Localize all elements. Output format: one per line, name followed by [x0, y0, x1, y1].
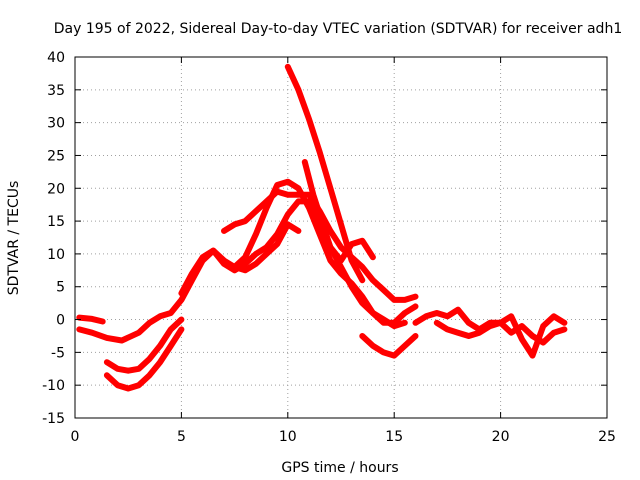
y-tick-label: 40 — [47, 50, 65, 66]
y-tick-label: 15 — [47, 214, 65, 230]
x-tick-label: 5 — [177, 429, 186, 445]
x-tick-label: 0 — [71, 429, 80, 445]
y-tick-label: -5 — [51, 345, 65, 361]
series-track-10 — [359, 333, 419, 359]
grid — [75, 57, 607, 418]
series-track-8 — [284, 63, 366, 284]
series-track-1 — [76, 178, 419, 344]
y-tick-label: 35 — [47, 83, 65, 99]
y-tick-label: 25 — [47, 148, 65, 164]
y-tick-label: 30 — [47, 116, 65, 132]
data-series — [76, 63, 568, 392]
series-track-11 — [412, 306, 568, 359]
chart-title: Day 195 of 2022, Sidereal Day-to-day VTE… — [54, 21, 622, 37]
series-track-4 — [103, 326, 185, 392]
series-track-5 — [178, 198, 408, 330]
x-tick-label: 20 — [492, 429, 510, 445]
series-track-7 — [231, 221, 302, 274]
axis-ticks: 0 5 10 15 20 25 -15 -10 -5 0 5 10 15 20 25 30 35 40 — [42, 50, 616, 445]
series-track-2 — [76, 314, 106, 325]
x-tick-label: 15 — [385, 429, 403, 445]
y-tick-label: -10 — [42, 378, 65, 394]
series-track-12 — [433, 319, 568, 346]
y-tick-label: 10 — [47, 247, 65, 263]
y-tick-label: 20 — [47, 181, 65, 197]
series-track-3 — [103, 316, 185, 374]
x-axis-label: GPS time / hours — [281, 460, 398, 476]
plot-frame — [74, 56, 608, 419]
x-tick-label: 10 — [279, 429, 297, 445]
y-axis-label: SDTVAR / TECUs — [6, 181, 22, 296]
y-tick-label: 5 — [56, 280, 65, 296]
x-tick-label: 25 — [598, 429, 616, 445]
y-tick-label: 0 — [56, 313, 65, 329]
y-tick-label: -15 — [42, 411, 65, 427]
series-track-9 — [301, 159, 376, 264]
